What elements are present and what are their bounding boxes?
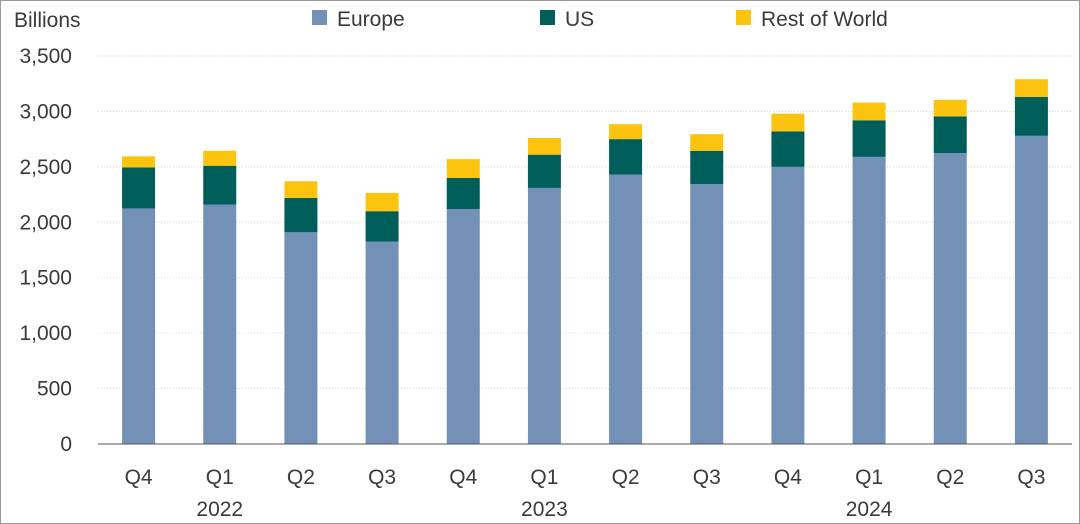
bar-segment-us (933, 116, 967, 153)
x-year-label: 2023 (521, 498, 568, 521)
bar-segment-europe (122, 208, 156, 444)
legend-swatch-rest-of-world (736, 10, 751, 25)
legend-label-us: US (565, 8, 594, 31)
bar-segment-europe (771, 166, 805, 444)
bar-segment-europe (527, 187, 561, 445)
y-axis: 0 500 1,000 1,500 2,000 2,500 3,000 3,500 (19, 45, 72, 456)
bar-segment-rest-of-world (771, 113, 805, 132)
bar-segment-rest-of-world (933, 99, 967, 117)
x-tick-label: Q1 (206, 466, 234, 489)
y-axis-unit-label: Billions (14, 9, 81, 32)
gridlines (98, 55, 1072, 390)
x-tick-label: Q2 (936, 466, 964, 489)
y-tick-label: 1,000 (19, 322, 72, 345)
bar-segment-europe (609, 174, 643, 445)
bar-segment-us (609, 139, 643, 175)
bar-segment-europe (933, 153, 967, 444)
bar-segment-rest-of-world (365, 192, 399, 212)
bar-segment-us (122, 167, 156, 209)
bar-stacks (122, 79, 1048, 445)
bar-segment-europe (446, 208, 480, 444)
bar-segment-europe (690, 184, 724, 445)
bar-segment-rest-of-world (446, 159, 480, 178)
bar-segment-us (771, 131, 805, 167)
bar-segment-us (284, 197, 318, 233)
x-year-label: 2022 (196, 498, 243, 521)
bar-segment-rest-of-world (1014, 79, 1048, 98)
y-tick-label: 2,500 (19, 156, 72, 179)
y-tick-label: 500 (37, 378, 72, 401)
x-year-label: 2024 (846, 498, 893, 521)
bar-segment-rest-of-world (122, 156, 156, 168)
bar-segment-us (1014, 97, 1048, 136)
x-tick-label: Q1 (530, 466, 558, 489)
bar-segment-europe (203, 204, 237, 444)
legend: Europe US Rest of World (312, 8, 888, 31)
y-tick-label: 3,000 (19, 100, 72, 123)
bar-segment-us (852, 120, 886, 157)
bar-segment-us (527, 154, 561, 188)
legend-label-europe: Europe (337, 8, 405, 31)
bar-segment-europe (1014, 135, 1048, 444)
x-tick-label: Q3 (1017, 466, 1045, 489)
y-tick-label: 1,500 (19, 267, 72, 290)
x-axis: Q4 Q1 Q2 Q3 Q4 Q1 Q2 Q3 Q4 Q1 Q2 Q3 2022 2023 2024 (98, 443, 1072, 521)
bar-segment-rest-of-world (690, 134, 724, 151)
bar-segment-us (203, 165, 237, 205)
y-tick-label: 2,000 (19, 211, 72, 234)
bar-segment-us (365, 211, 399, 242)
x-tick-label: Q2 (287, 466, 315, 489)
y-tick-label: 3,500 (19, 45, 72, 68)
x-tick-label: Q1 (855, 466, 883, 489)
bar-segment-us (446, 177, 480, 209)
bar-segment-rest-of-world (609, 124, 643, 140)
x-tick-label: Q4 (774, 466, 802, 489)
legend-swatch-europe (312, 10, 327, 25)
legend-label-rest-of-world: Rest of World (761, 8, 888, 31)
bar-segment-europe (284, 232, 318, 444)
bar-segment-europe (852, 156, 886, 444)
x-tick-label: Q4 (125, 466, 153, 489)
bar-segment-rest-of-world (203, 150, 237, 166)
bar-segment-rest-of-world (852, 102, 886, 121)
x-tick-label: Q4 (449, 466, 477, 489)
x-tick-label: Q2 (612, 466, 640, 489)
x-tick-label: Q3 (693, 466, 721, 489)
bar-segment-rest-of-world (527, 138, 561, 155)
bar-segment-us (690, 150, 724, 185)
bar-segment-rest-of-world (284, 181, 318, 198)
legend-swatch-us (540, 10, 555, 25)
x-tick-label: Q3 (368, 466, 396, 489)
bar-segment-europe (365, 241, 399, 444)
y-tick-label: 0 (60, 433, 72, 456)
